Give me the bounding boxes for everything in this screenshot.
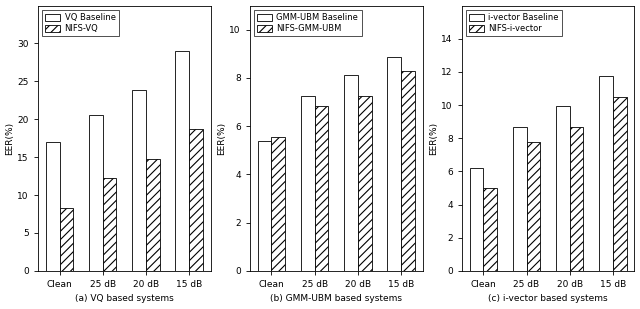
- Bar: [60, 208, 74, 271]
- Bar: [45, 142, 60, 271]
- Legend: GMM-UBM Baseline, NIFS-GMM-UBM: GMM-UBM Baseline, NIFS-GMM-UBM: [254, 10, 362, 36]
- Y-axis label: EER(%): EER(%): [6, 122, 15, 155]
- Bar: [470, 168, 483, 271]
- Bar: [570, 127, 584, 271]
- Bar: [513, 127, 527, 271]
- Bar: [387, 57, 401, 271]
- Bar: [189, 129, 203, 271]
- Bar: [599, 76, 612, 271]
- Bar: [258, 141, 271, 271]
- Bar: [146, 159, 159, 271]
- Bar: [483, 188, 497, 271]
- Y-axis label: EER(%): EER(%): [429, 122, 438, 155]
- Bar: [401, 71, 415, 271]
- Legend: VQ Baseline, NIFS-VQ: VQ Baseline, NIFS-VQ: [42, 10, 119, 36]
- Bar: [271, 137, 285, 271]
- Bar: [556, 106, 570, 271]
- Bar: [102, 178, 116, 271]
- X-axis label: (c) i-vector based systems: (c) i-vector based systems: [488, 294, 608, 303]
- Legend: i-vector Baseline, NIFS-i-vector: i-vector Baseline, NIFS-i-vector: [466, 10, 563, 36]
- Bar: [301, 96, 315, 271]
- Bar: [344, 75, 358, 271]
- X-axis label: (a) VQ based systems: (a) VQ based systems: [75, 294, 173, 303]
- X-axis label: (b) GMM-UBM based systems: (b) GMM-UBM based systems: [270, 294, 402, 303]
- Bar: [89, 116, 102, 271]
- Bar: [358, 96, 371, 271]
- Bar: [612, 97, 627, 271]
- Bar: [175, 51, 189, 271]
- Bar: [315, 106, 328, 271]
- Bar: [132, 91, 146, 271]
- Bar: [527, 142, 540, 271]
- Y-axis label: EER(%): EER(%): [218, 122, 227, 155]
